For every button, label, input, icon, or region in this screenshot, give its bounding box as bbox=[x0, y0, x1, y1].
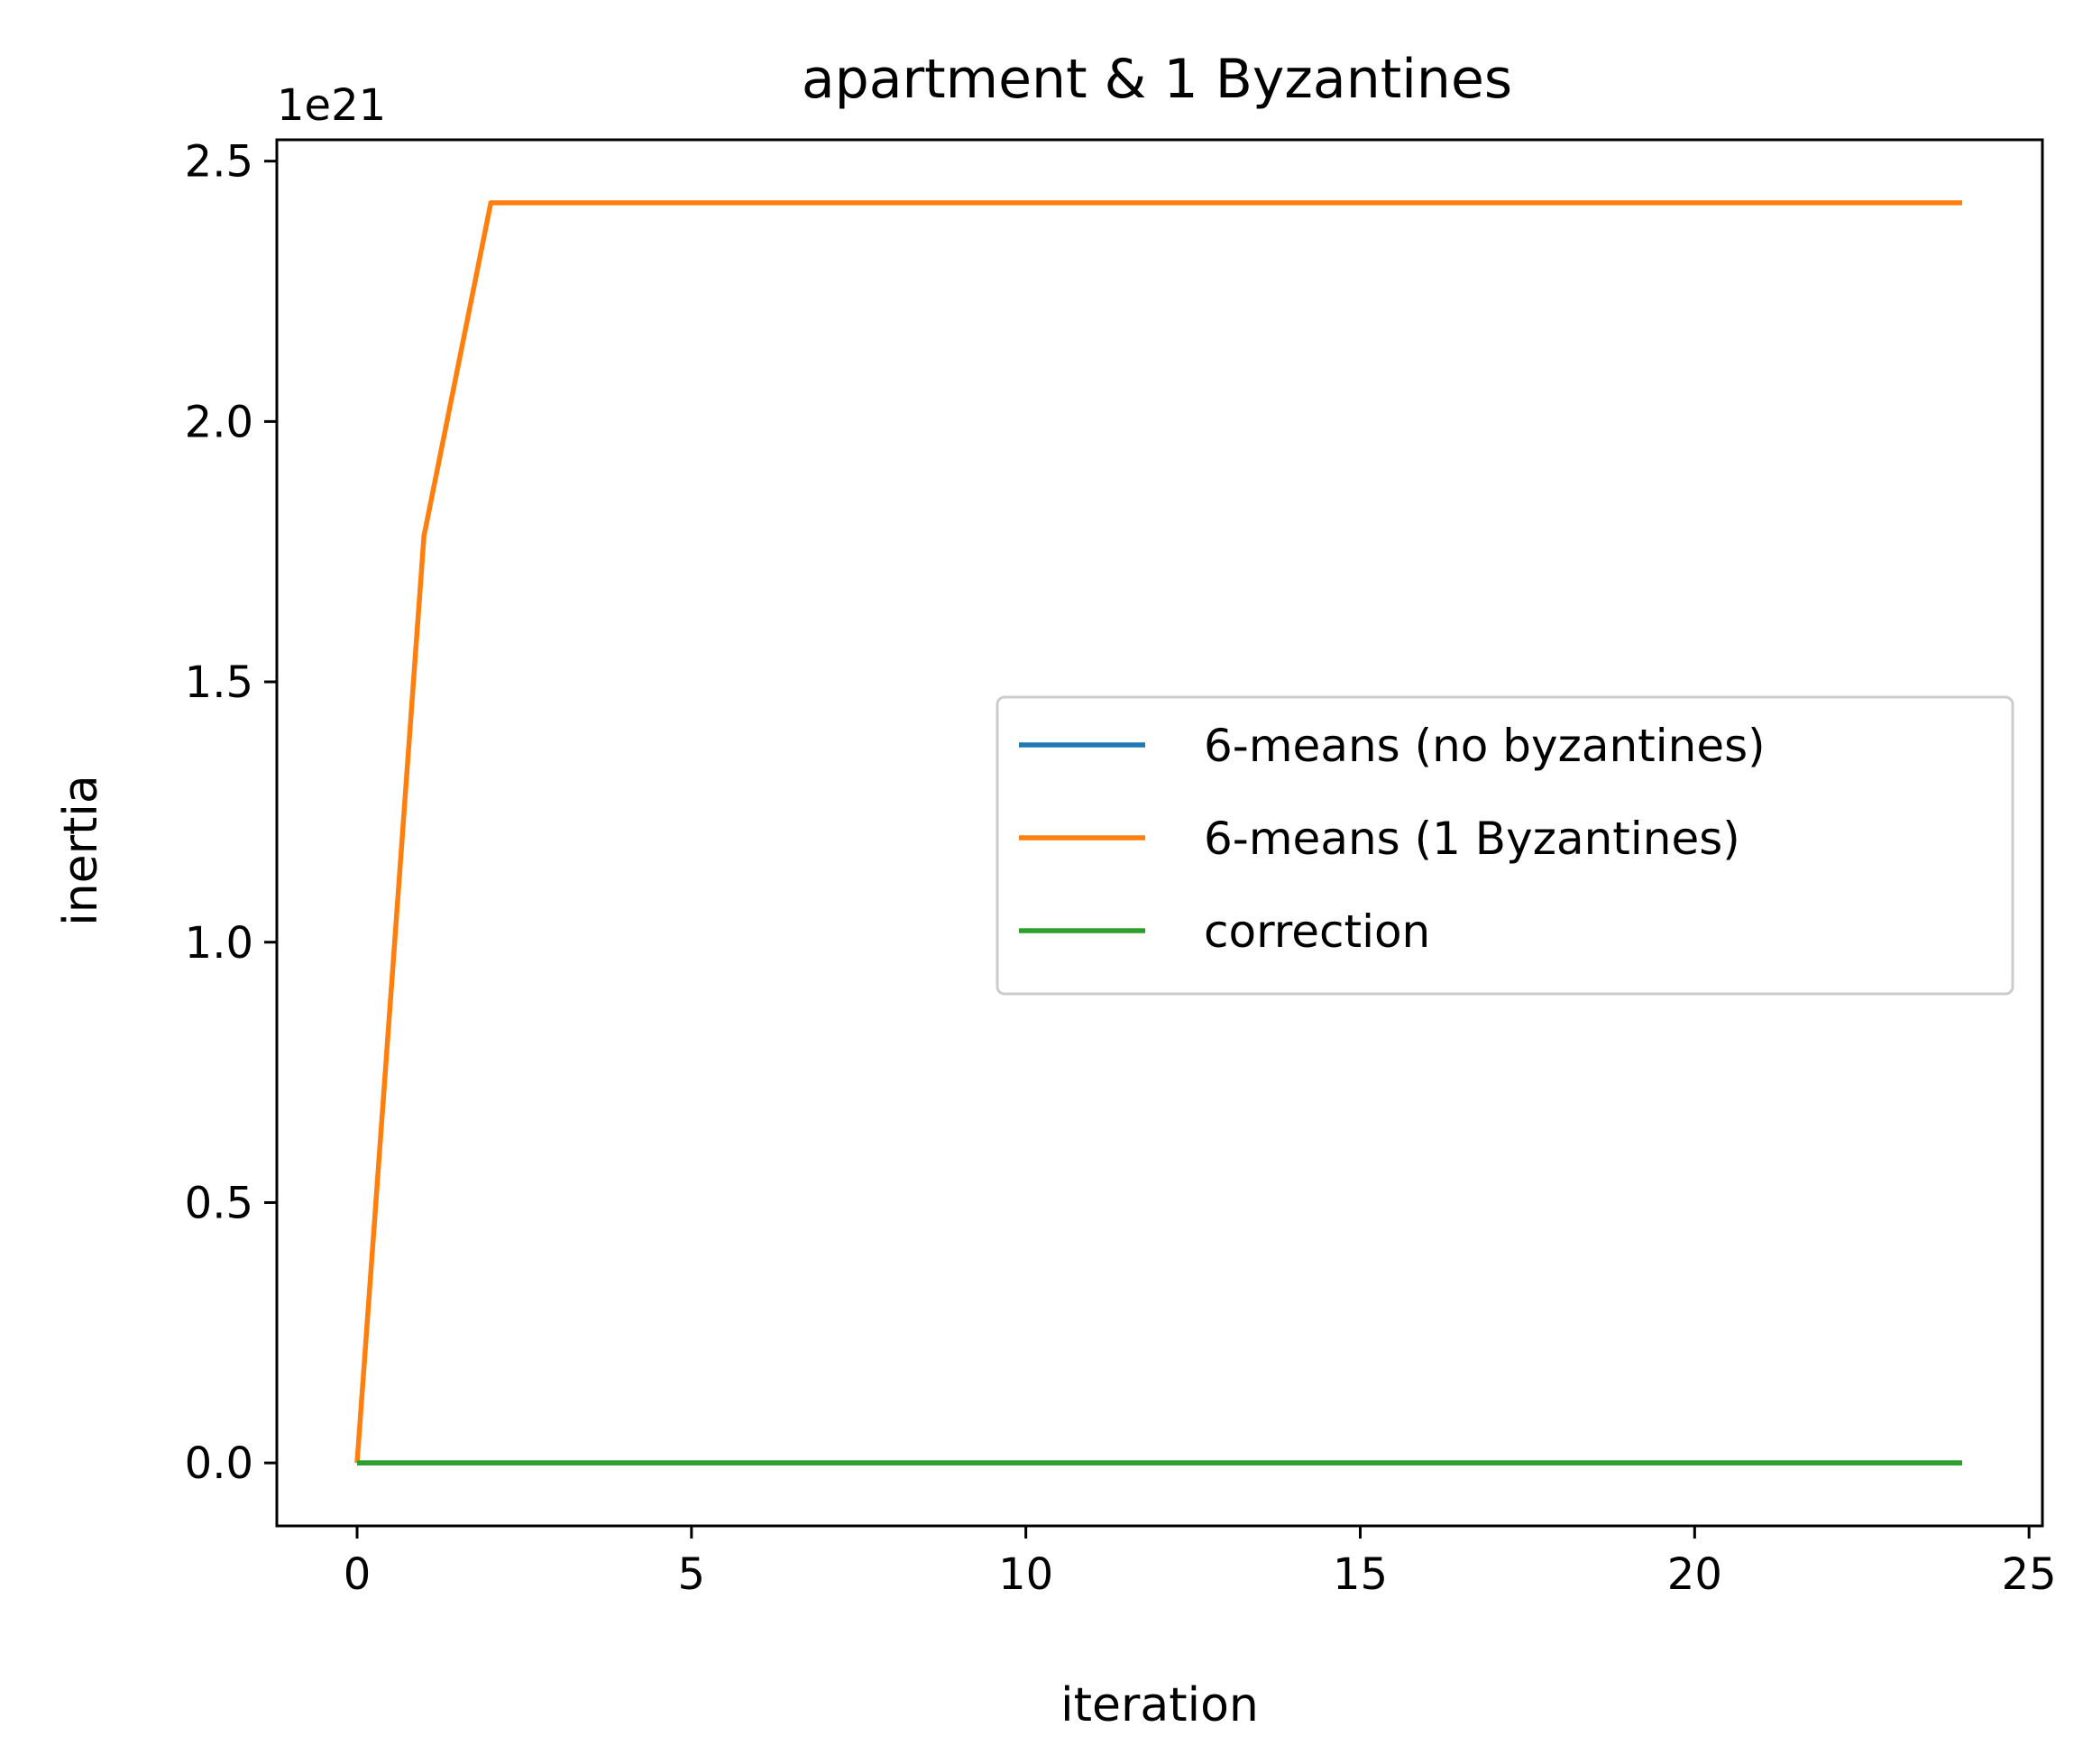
legend-box bbox=[996, 695, 2014, 996]
chart-title: apartment & 1 Byzantines bbox=[802, 48, 1512, 111]
x-axis-ticks: 0 5 10 15 20 25 bbox=[344, 1526, 2057, 1600]
legend-label-3: correction bbox=[1204, 905, 1430, 958]
y-axis-label: inertia bbox=[54, 775, 108, 925]
y-tick-label: 1.0 bbox=[185, 918, 253, 969]
legend: 6-means (no byzantines) 6-means (1 Byzant… bbox=[996, 695, 2014, 996]
y-axis-ticks: 0.0 0.5 1.0 1.5 2.0 2.5 bbox=[185, 137, 277, 1489]
y-axis-offset-label: 1e21 bbox=[277, 80, 386, 131]
x-tick-label: 15 bbox=[1333, 1549, 1388, 1600]
x-tick-label: 0 bbox=[344, 1549, 372, 1600]
y-tick-label: 1.5 bbox=[185, 657, 253, 708]
series-line-2 bbox=[354, 200, 1962, 1464]
x-tick-label: 20 bbox=[1667, 1549, 1722, 1600]
x-tick-label: 5 bbox=[678, 1549, 706, 1600]
plot-area bbox=[354, 200, 1962, 1465]
y-tick-label: 0.5 bbox=[185, 1178, 253, 1228]
x-axis-label: iteration bbox=[1060, 1678, 1259, 1732]
y-tick-label: 0.0 bbox=[185, 1438, 253, 1489]
legend-label-2: 6-means (1 Byzantines) bbox=[1204, 813, 1740, 865]
y-tick-label: 2.0 bbox=[185, 397, 253, 447]
y-tick-label: 2.5 bbox=[185, 137, 253, 188]
x-tick-label: 10 bbox=[998, 1549, 1053, 1600]
plot-frame bbox=[275, 138, 2044, 1528]
x-tick-label: 25 bbox=[2002, 1549, 2057, 1600]
legend-label-1: 6-means (no byzantines) bbox=[1204, 720, 1766, 772]
